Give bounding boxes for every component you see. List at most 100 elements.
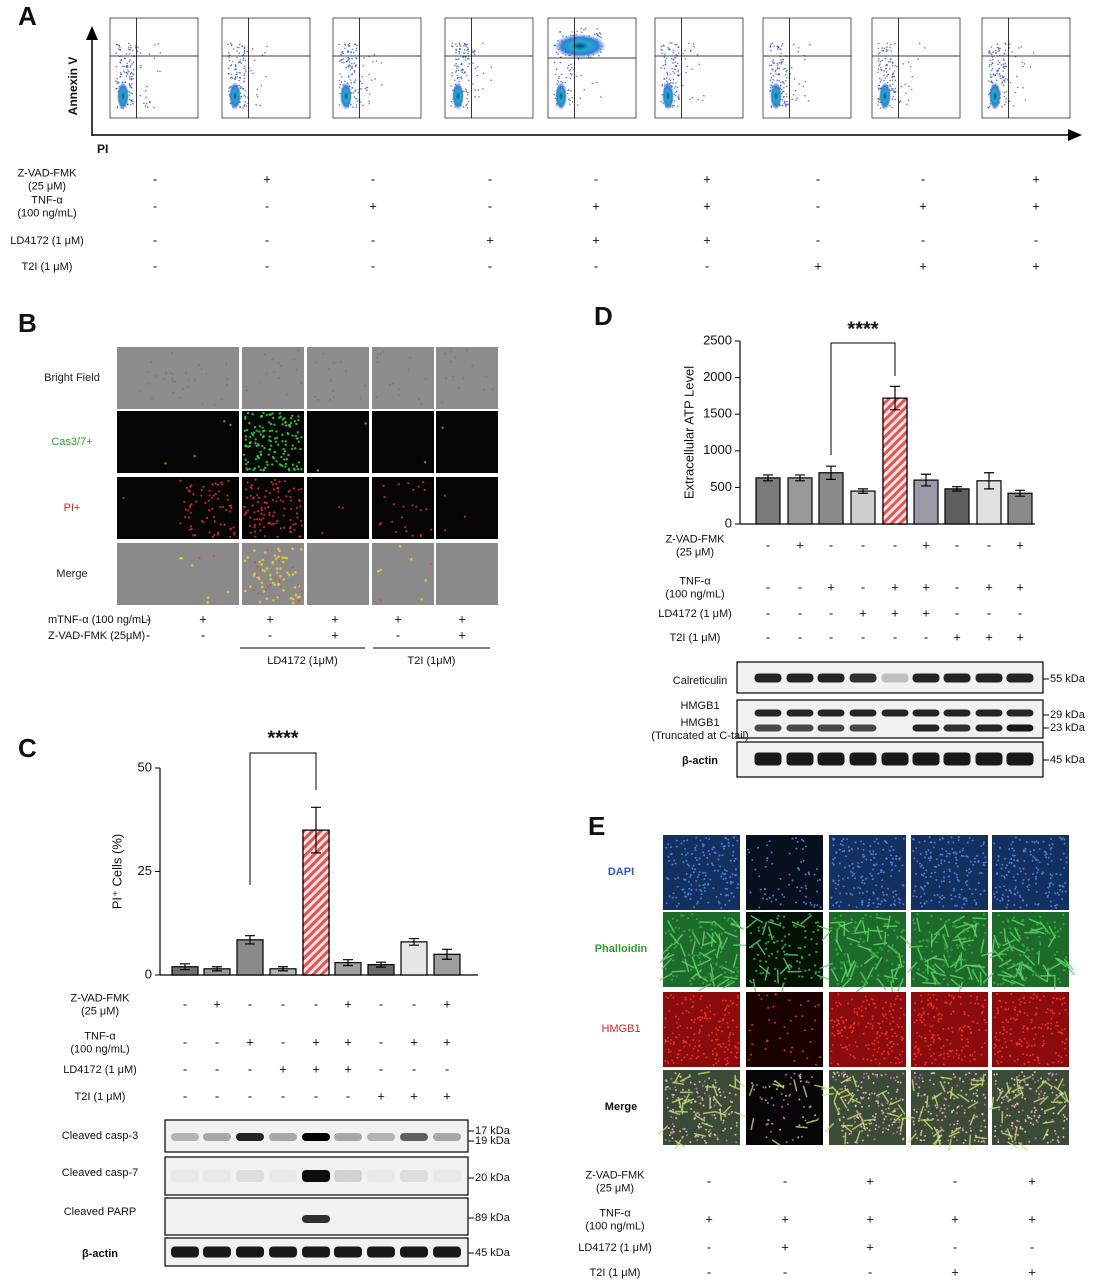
micrograph-cell (961, 855, 963, 857)
micrograph (436, 347, 498, 409)
micrograph-cell (860, 1126, 862, 1128)
micrograph-cell (862, 1058, 864, 1060)
micrograph-cell (728, 842, 730, 844)
flow-dot (364, 88, 366, 90)
micrograph-cell (1048, 857, 1050, 859)
micrograph-cell (851, 848, 853, 850)
micrograph-cell (1039, 861, 1041, 863)
flow-dot (770, 80, 772, 82)
flow-dot (482, 88, 484, 90)
y-tick-label: 1500 (703, 406, 732, 421)
micrograph-cell (854, 1041, 856, 1043)
micrograph-cell (213, 555, 215, 557)
micrograph-cell (893, 1077, 895, 1079)
micrograph-cell (723, 1120, 725, 1122)
flow-dot (351, 63, 353, 65)
micrograph-cell (775, 957, 777, 959)
micrograph-cell (950, 1001, 952, 1003)
micrograph-cell (730, 1051, 732, 1053)
micrograph-cell (850, 893, 852, 895)
flow-dot (468, 63, 470, 65)
panel-label: A (18, 1, 37, 31)
micrograph-cell (1026, 1027, 1028, 1029)
micrograph-cell (151, 399, 153, 401)
y-tick-label: 25 (138, 863, 152, 878)
micrograph-cell (981, 1113, 983, 1115)
flow-dot (116, 44, 118, 46)
micrograph-cell (772, 936, 774, 938)
y-tick-label: 2500 (703, 332, 732, 347)
condition-sign: - (861, 629, 865, 644)
micrograph-cell (791, 880, 793, 882)
flow-dot (1004, 92, 1006, 94)
micrograph-cell (723, 848, 725, 850)
micrograph-cell (1005, 1130, 1007, 1132)
micrograph-cell (977, 1003, 979, 1005)
flow-dot (996, 80, 998, 82)
flow-dot (559, 31, 561, 33)
micrograph-cell (813, 906, 815, 908)
micrograph-cell (961, 1050, 963, 1052)
micrograph-cell (839, 1088, 841, 1090)
micrograph-cell (790, 1077, 792, 1079)
micrograph-cell (963, 1142, 965, 1144)
micrograph-cell (948, 876, 950, 878)
micrograph-cell (1019, 867, 1021, 869)
blot-band (1007, 710, 1034, 717)
flow-dot (344, 80, 346, 82)
micrograph-cell (700, 998, 702, 1000)
condition-sign: - (798, 605, 802, 620)
micrograph-cell (282, 448, 284, 450)
micrograph-cell (960, 996, 962, 998)
micrograph-cell (1032, 998, 1034, 1000)
micrograph-cell (851, 932, 853, 934)
micrograph-cell (870, 1122, 872, 1124)
micrograph-cell (959, 894, 961, 896)
micrograph-cell (894, 900, 896, 902)
flow-dot (997, 70, 999, 72)
micrograph-cell (873, 857, 875, 859)
micrograph-cell (758, 994, 760, 996)
micrograph-cell (256, 455, 258, 457)
flow-dot (241, 62, 243, 64)
micrograph-cell (682, 1012, 684, 1014)
micrograph-cell (897, 956, 899, 958)
condition-sign: - (829, 629, 833, 644)
flow-dot (703, 95, 705, 97)
flow-dot (674, 100, 676, 102)
flow-dot (236, 50, 238, 52)
micrograph-cell (940, 859, 942, 861)
flow-dot (795, 99, 797, 101)
flow-dot (890, 58, 892, 60)
condition-sign: + (369, 198, 377, 213)
flow-dot (139, 95, 141, 97)
micrograph-cell (927, 1004, 929, 1006)
micrograph-cell (1063, 838, 1065, 840)
micrograph-cell (244, 445, 246, 447)
micrograph-cell (275, 522, 277, 524)
micrograph-cell (725, 1112, 727, 1114)
micrograph-cell (700, 926, 702, 928)
flow-dot (346, 61, 348, 63)
micrograph-cell (268, 413, 270, 415)
flow-dot (771, 68, 773, 70)
micrograph-cell (1032, 860, 1034, 862)
condition-sign: + (922, 537, 930, 552)
micrograph-cell (736, 1122, 738, 1124)
micrograph-cell (895, 858, 897, 860)
micrograph-cell (726, 1022, 728, 1024)
micrograph-cell (220, 523, 222, 525)
micrograph-cell (280, 464, 282, 466)
flow-dot (674, 44, 676, 46)
micrograph-cell (1023, 1025, 1025, 1027)
micrograph-cell (872, 1073, 874, 1075)
micrograph-cell (681, 889, 683, 891)
flow-dot (131, 77, 133, 79)
micrograph-cell (269, 578, 272, 581)
flow-dot (244, 47, 246, 49)
micrograph-cell (787, 1103, 789, 1105)
flow-dot (878, 57, 880, 59)
condition-sign: - (248, 1088, 252, 1103)
micrograph-cell (301, 524, 303, 526)
flow-dot (129, 91, 131, 93)
